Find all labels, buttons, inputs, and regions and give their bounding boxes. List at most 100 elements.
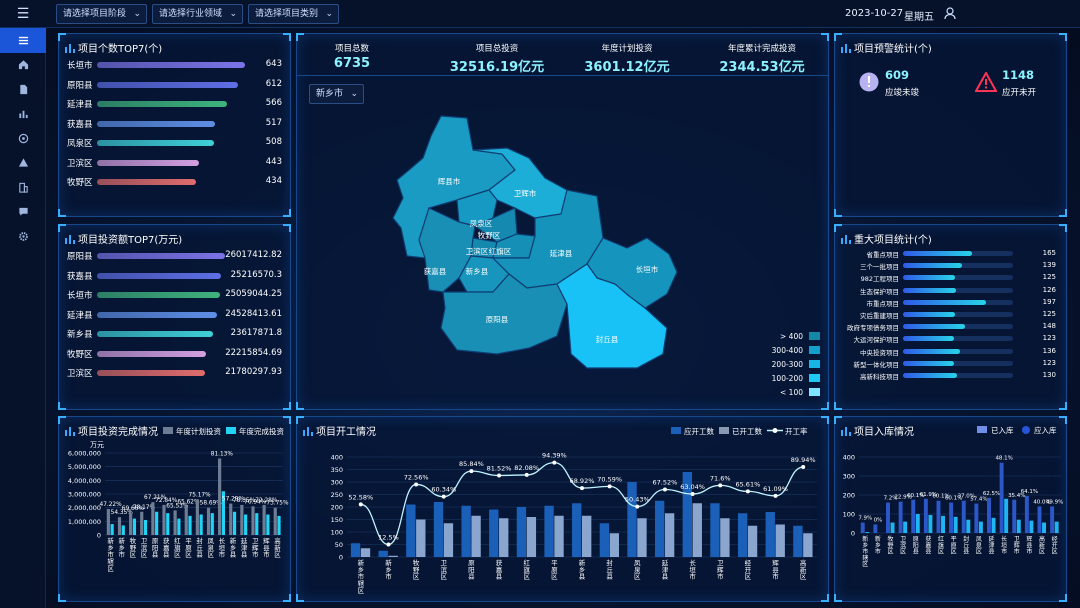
sidebar-item-target[interactable]	[0, 126, 46, 151]
data-label: 67.21%	[144, 495, 167, 501]
rank-value: 517	[265, 117, 282, 128]
chart-icon	[18, 111, 28, 119]
y-tick-label: 0	[97, 532, 101, 540]
rate-point	[662, 487, 667, 492]
rank-bar	[97, 370, 205, 376]
bar	[1042, 522, 1047, 533]
bar	[266, 514, 270, 535]
data-label: 0%	[874, 517, 883, 523]
x-tick-label: 新乡县	[579, 558, 586, 581]
x-tick-label: 卫滨区	[141, 537, 148, 559]
rank-value: 24528413.61	[225, 308, 282, 319]
rank-name: 获嘉县	[67, 271, 93, 282]
map-label: 原阳县	[486, 315, 509, 324]
y-tick-label: 400	[331, 454, 343, 462]
data-label: 7.9%	[858, 516, 872, 522]
x-tick-label: 延津县	[989, 535, 995, 556]
map-region-muye[interactable]	[473, 207, 518, 243]
x-tick-label: 红旗区	[523, 558, 530, 581]
rate-point	[690, 491, 695, 496]
map-region-fengqiu[interactable]	[556, 263, 668, 369]
bar	[941, 515, 946, 533]
bar	[1016, 519, 1021, 533]
map-region-yuanyang[interactable]	[440, 273, 568, 355]
rate-label: 89.94%	[791, 456, 816, 464]
rank-value: 22215854.69	[225, 347, 282, 358]
bar	[886, 502, 890, 533]
y-tick-label: 1,000,000	[68, 518, 101, 526]
major-value: 126	[1042, 285, 1056, 294]
rank-bar	[97, 140, 214, 146]
sidebar-item-warning[interactable]	[0, 151, 46, 176]
bar	[443, 523, 454, 557]
y-tick-label: 0	[339, 554, 343, 562]
overdue-complete-label: 应竣未竣	[885, 88, 920, 98]
rate-label: 12.5%	[378, 534, 399, 542]
rate-label: 71.6%	[710, 474, 731, 482]
menu-toggle-icon[interactable]: ☰	[16, 6, 30, 22]
y-tick-label: 150	[331, 516, 343, 524]
bar	[244, 514, 248, 535]
sidebar-item-document[interactable]	[0, 77, 46, 102]
rank-name: 长垣市	[67, 61, 93, 71]
industry-select[interactable]: 请选择行业领域 ⌄	[152, 4, 244, 24]
bar-chart-icon	[65, 426, 75, 436]
sidebar-item-building[interactable]	[0, 175, 46, 200]
rank-value: 21780297.93	[225, 367, 282, 377]
bar	[1050, 506, 1055, 533]
bar	[692, 503, 702, 557]
annual-done-label: 年度累计完成投资	[727, 44, 796, 54]
invest-completion-panel: 项目投资完成情况 年度计划投资 年度完成投资 6,000,000 5,000,00…	[58, 416, 291, 602]
panel-title: 项目预警统计(个)	[841, 40, 932, 55]
bar	[129, 513, 133, 535]
bar	[388, 555, 398, 557]
legend-swatch-stored	[977, 426, 987, 433]
bar	[775, 524, 785, 557]
sidebar-item-home[interactable]	[0, 53, 46, 78]
x-tick-label: 卫辉市	[252, 537, 259, 559]
bar	[949, 502, 954, 533]
map-legend-swatch	[809, 374, 820, 382]
category-select[interactable]: 请选择项目类别 ⌄	[248, 4, 340, 24]
city-select[interactable]: 新乡市 ⌄	[309, 84, 364, 104]
x-tick-label: 牧野区	[130, 536, 137, 559]
major-bar-track	[903, 336, 1013, 342]
data-label: 22.9%	[894, 495, 911, 501]
stage-select[interactable]: 请选择项目阶段 ⌄	[56, 4, 148, 24]
rate-point	[441, 494, 446, 499]
major-value: 123	[1042, 334, 1056, 343]
rank-bar	[97, 292, 220, 298]
rate-label: 68.92%	[570, 477, 595, 485]
rank-value: 612	[265, 78, 282, 89]
rate-point	[386, 542, 391, 547]
sidebar-item-settings[interactable]	[0, 224, 46, 249]
overdue-start-value: 1148	[1002, 68, 1035, 82]
major-value: 148	[1042, 322, 1056, 331]
map-label: 卫辉市	[514, 188, 537, 198]
bar	[915, 514, 920, 533]
data-label: 69.66%	[122, 506, 145, 512]
x-tick-label: 原阳县	[913, 536, 919, 556]
sidebar-item-overview[interactable]	[0, 28, 46, 53]
y-axis-label: 万元	[90, 441, 104, 449]
x-tick-label: 获嘉县	[925, 535, 931, 556]
user-icon[interactable]	[944, 7, 956, 20]
map-legend-label: > 400	[780, 332, 803, 341]
rate-point	[524, 472, 529, 477]
annual-plan-label: 年度计划投资	[601, 44, 653, 54]
bar	[1054, 521, 1059, 533]
bar	[273, 507, 277, 535]
map-legend-swatch	[809, 360, 820, 368]
bar	[1024, 495, 1029, 533]
legend-swatch-started	[719, 427, 729, 434]
bar	[710, 503, 720, 557]
rank-bar	[97, 101, 228, 107]
sidebar-item-message[interactable]	[0, 200, 46, 225]
invest-top7-panel: 项目投资额TOP7(万元) 原阳县 26017412.82 获嘉县 25216570.…	[58, 224, 291, 410]
major-bar	[903, 299, 986, 305]
major-value: 130	[1042, 371, 1056, 379]
sidebar-item-chart[interactable]	[0, 102, 46, 127]
panel-title: 项目开工情况	[303, 423, 376, 438]
map-label: 获嘉县	[424, 266, 447, 276]
